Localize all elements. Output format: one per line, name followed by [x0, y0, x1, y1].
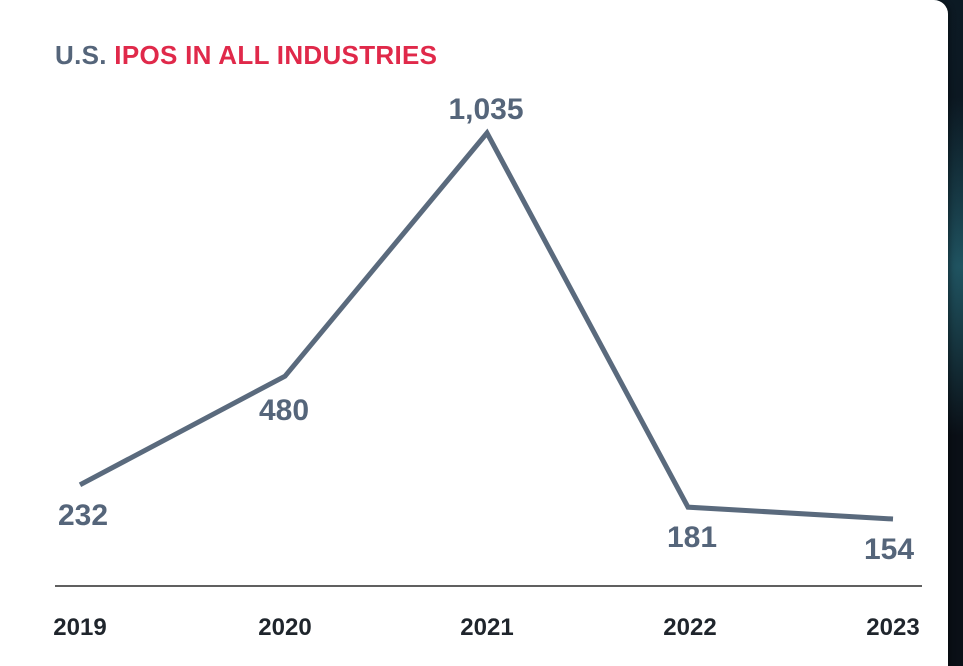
data-label-2021: 1,035 [448, 93, 523, 126]
x-tick-label-2022: 2022 [663, 614, 716, 641]
series-line [78, 128, 894, 522]
data-label-2020: 480 [259, 394, 309, 427]
data-label-2022: 181 [667, 521, 717, 554]
chart-title-main: IPOS IN ALL INDUSTRIES [114, 40, 438, 70]
x-tick-label-2019: 2019 [53, 614, 106, 641]
chart-title: U.S. IPOS IN ALL INDUSTRIES [55, 40, 437, 71]
x-tick-label-2020: 2020 [258, 614, 311, 641]
chart-title-prefix: U.S. [55, 40, 107, 70]
data-label-2023: 154 [864, 533, 914, 566]
x-tick-label-2023: 2023 [866, 614, 919, 641]
x-tick-label-2021: 2021 [460, 614, 513, 641]
data-label-2019: 232 [58, 499, 108, 532]
